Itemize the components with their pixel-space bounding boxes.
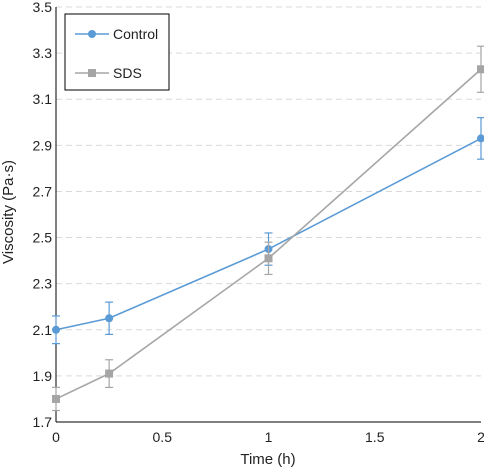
y-tick-label: 1.9: [33, 368, 53, 384]
grid-layer: [56, 6, 481, 377]
x-tick-label: 2: [477, 429, 484, 445]
y-tick-label: 2.5: [33, 230, 53, 246]
y-tick-label: 3.3: [33, 45, 53, 61]
series-line: [55, 137, 482, 331]
legend-frame: [64, 13, 170, 91]
y-tick-label: 2.1: [33, 322, 53, 338]
y-tick-label: 3.1: [33, 91, 53, 107]
series-sds: [52, 45, 484, 412]
x-tick-label: 0: [52, 429, 60, 445]
data-point: [52, 394, 60, 403]
series-control: [52, 117, 484, 345]
legend-marker-control: [88, 30, 96, 38]
data-point: [264, 254, 273, 263]
series-layer: [52, 45, 484, 412]
series-line: [55, 68, 482, 400]
legend-marker-sds: [88, 69, 96, 77]
x-tick-label: 1.5: [365, 429, 385, 445]
y-tick-label: 1.7: [33, 414, 53, 430]
legend: Control SDS: [64, 13, 170, 91]
data-point: [105, 369, 114, 378]
y-tick-label: 2.7: [33, 183, 53, 199]
data-point: [105, 314, 114, 323]
x-axis-title: Time (h): [240, 451, 295, 468]
y-tick-label: 2.9: [33, 137, 53, 153]
data-point: [477, 65, 484, 74]
legend-label-sds: SDS: [113, 65, 142, 81]
y-axis-title: Viscosity (Pa·s): [0, 160, 17, 264]
data-point: [52, 325, 60, 334]
x-tick-label: 0.5: [153, 429, 173, 445]
y-tick-label: 2.3: [33, 276, 53, 292]
legend-label-control: Control: [113, 26, 158, 42]
y-tick-label: 3.5: [33, 0, 53, 15]
x-tick-label: 1: [265, 429, 273, 445]
axes-layer: 1.7 1.9 2.1 2.3 2.5 2.7 2.9 3.1 3.3 3.5 0 0.5 1 1.5 2: [33, 0, 484, 445]
data-point: [477, 134, 484, 143]
